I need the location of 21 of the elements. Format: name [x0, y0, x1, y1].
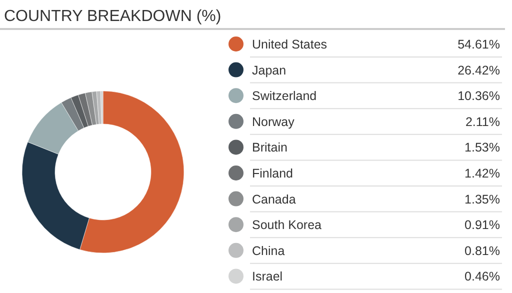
legend-label: Norway: [252, 114, 296, 129]
data-label: 0.91%: [464, 218, 500, 232]
legend-label: Japan: [252, 63, 286, 78]
legend-label: Canada: [252, 192, 296, 206]
data-label: 10.36%: [458, 89, 500, 104]
legend-label: Switzerland: [252, 89, 317, 104]
legend-label: Britain: [252, 140, 288, 155]
data-label: 0.81%: [464, 244, 500, 258]
data-label: 1.42%: [464, 166, 500, 180]
chart-title: COUNTRY BREAKDOWN (%): [4, 8, 222, 25]
data-label: 0.46%: [464, 270, 500, 284]
data-label: 54.61%: [458, 38, 500, 52]
legend-label: Israel: [252, 270, 283, 284]
legend-label: South Korea: [252, 218, 322, 232]
legend-label: United States: [252, 38, 328, 52]
data-label: 1.35%: [464, 192, 500, 206]
legend-label: Finland: [252, 166, 294, 180]
data-label: 2.11%: [465, 114, 500, 129]
data-label: 1.53%: [464, 140, 500, 155]
data-label: 26.42%: [458, 63, 500, 78]
legend-label: China: [252, 244, 285, 258]
